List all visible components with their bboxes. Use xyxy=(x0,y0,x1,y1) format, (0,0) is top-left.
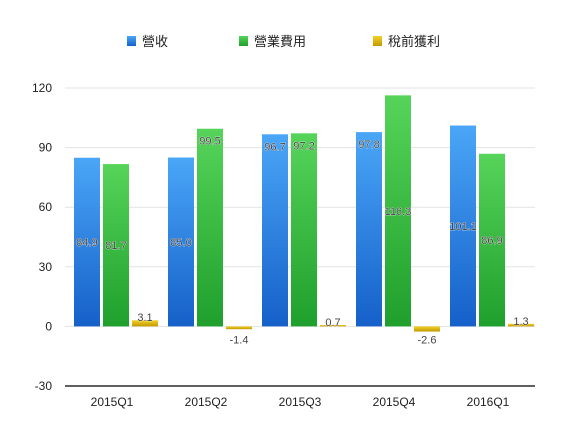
bar-series-1-2015Q2 xyxy=(197,128,223,327)
y-tick-label: 90 xyxy=(39,141,53,155)
y-axis-ticks: -30 0 30 60 90 120 xyxy=(32,81,52,393)
data-label-series-0: 97.8 xyxy=(358,139,379,151)
data-label-series-2: 0.7 xyxy=(325,317,340,329)
bar-series-2-2015Q3 xyxy=(320,325,346,327)
legend-label-0: 營收 xyxy=(142,35,168,50)
bar-series-1-2016Q1 xyxy=(479,153,505,327)
data-label-series-1: 81.7 xyxy=(105,240,126,252)
x-axis-ticks: 2015Q1 2015Q2 2015Q3 2015Q4 2016Q1 xyxy=(91,395,510,409)
legend-swatch-2 xyxy=(373,36,382,46)
legend-swatch-0 xyxy=(127,36,136,46)
y-tick-label: 60 xyxy=(39,200,53,214)
bars xyxy=(74,95,534,332)
data-labels: 84.9 81.7 3.1 85.0 99.5 -1.4 96.7 97.2 0.7 97.8 11… xyxy=(76,135,529,346)
data-label-series-1: 86.9 xyxy=(481,235,502,247)
data-label-series-1: 116.3 xyxy=(385,206,412,218)
bar-series-0-2015Q3 xyxy=(262,134,288,327)
legend-swatch-1 xyxy=(239,36,248,46)
y-tick-label: 30 xyxy=(39,260,53,274)
data-label-series-1: 99.5 xyxy=(199,136,220,148)
x-tick-label: 2015Q3 xyxy=(279,395,322,409)
legend-item-1: 營業費用 xyxy=(239,34,306,50)
bar-series-2-2015Q2 xyxy=(226,326,252,330)
legend-item-2: 稅前獲利 xyxy=(373,34,440,50)
data-label-series-1: 97.2 xyxy=(293,140,314,152)
data-label-series-2: -2.6 xyxy=(418,334,437,346)
data-label-series-0: 101.1 xyxy=(449,221,477,233)
data-label-series-0: 96.7 xyxy=(264,141,285,153)
legend: 營收 營業費用 稅前獲利 xyxy=(127,34,440,50)
legend-label-1: 營業費用 xyxy=(254,34,306,50)
bar-series-0-2015Q2 xyxy=(168,157,194,327)
x-tick-label: 2016Q1 xyxy=(467,395,510,409)
data-label-series-0: 85.0 xyxy=(170,237,191,249)
y-tick-label: 120 xyxy=(32,81,52,95)
bar-series-1-2015Q4 xyxy=(385,95,411,327)
bar-series-0-2015Q4 xyxy=(356,132,382,327)
y-tick-label: -30 xyxy=(35,379,53,393)
x-tick-label: 2015Q4 xyxy=(373,395,416,409)
bar-series-0-2016Q1 xyxy=(450,125,476,327)
x-tick-label: 2015Q2 xyxy=(185,395,228,409)
bar-series-1-2015Q3 xyxy=(291,133,317,327)
bar-series-2-2016Q1 xyxy=(508,323,534,327)
bar-series-1-2015Q1 xyxy=(103,164,129,327)
data-label-series-2: 1.3 xyxy=(513,316,528,328)
bar-series-2-2015Q4 xyxy=(414,326,440,332)
x-tick-label: 2015Q1 xyxy=(91,395,134,409)
data-label-series-2: -1.4 xyxy=(230,334,249,346)
data-label-series-0: 84.9 xyxy=(76,237,97,249)
bar-series-0-2015Q1 xyxy=(74,157,100,327)
bar-series-2-2015Q1 xyxy=(132,320,158,327)
legend-item-0: 營收 xyxy=(127,35,168,50)
data-label-series-2: 3.1 xyxy=(137,312,152,324)
legend-label-2: 稅前獲利 xyxy=(388,34,440,50)
y-tick-label: 0 xyxy=(45,319,52,333)
